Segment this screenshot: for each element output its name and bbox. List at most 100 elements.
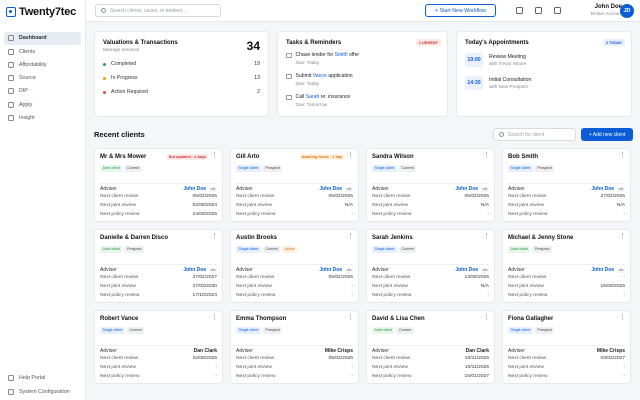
more-options-icon[interactable]: ⋮ [619,233,626,240]
task-client-link[interactable]: Smith [334,52,348,58]
more-options-icon[interactable]: ⋮ [483,152,490,159]
client-card[interactable]: Robert Vance ⋮ Single client Current Adviser… [94,310,223,384]
adviser-name[interactable]: John Doe [183,267,207,273]
client-chip: Single client [236,165,261,172]
task-item[interactable]: Submit Vance application Due: Today [286,73,353,86]
review-value: 02/08/2024 [192,203,217,208]
adviser-row: Adviser Mike Crisps [236,345,353,354]
review-row: Next client review 10/11/2026 [372,356,489,361]
more-options-icon[interactable]: ⋮ [619,152,626,159]
logo[interactable]: Twenty7tec [6,6,76,18]
more-options-icon[interactable]: ⋮ [347,314,354,321]
add-client-button[interactable]: + Add new client [581,128,633,141]
global-search-input[interactable]: Search clients, cases, or lenders... [95,4,221,17]
adviser-name[interactable]: John Doe [319,267,343,273]
client-card[interactable]: Sarah Jenkins ⋮ Single client Current Advise… [366,229,495,303]
adviser-label: Adviser [100,348,117,354]
sidebar-item-clients[interactable]: Clients [4,45,81,58]
client-chip: Single client [508,327,533,334]
adviser-name[interactable]: John Doe [591,186,615,192]
client-chips: Single client Prospect [236,165,283,172]
more-options-icon[interactable]: ⋮ [211,314,218,321]
valuation-row[interactable]: Action Required 2 [103,89,260,95]
client-chip: Joint client [100,246,123,253]
sidebar-item-bottom-1[interactable]: System Configuration [4,385,81,398]
task-text-pre: Call [295,94,306,100]
client-name[interactable]: David & Lisa Chen [372,316,425,322]
client-name[interactable]: Danielle & Darren Disco [100,235,169,241]
start-workflow-button[interactable]: + Start New Workflow [425,4,496,17]
task-checkbox[interactable] [286,94,292,100]
adviser-name[interactable]: John Doe [183,186,207,192]
sidebar-item-apply[interactable]: Apply [4,98,81,111]
client-name[interactable]: Gill Arto [236,154,260,160]
more-options-icon[interactable]: ⋮ [483,314,490,321]
client-name[interactable]: Robert Vance [100,316,139,322]
sidebar-nav: Dashboard Clients Affordability Source DIP Ap… [4,32,81,125]
client-name[interactable]: Bob Smith [508,154,538,160]
client-card[interactable]: Gill Arto ⋮ Awaiting forms · 1 day Single c… [230,148,359,222]
task-client-link[interactable]: Sarah [305,94,320,100]
adviser-name: Mike Crisps [324,348,353,354]
appointment-item[interactable]: 14:30 Initial Consultation with New Prospe… [465,76,623,90]
adviser-name[interactable]: John Doe [455,186,479,192]
valuation-row[interactable]: Completed 19 [103,61,260,67]
calendar-icon[interactable] [554,7,561,14]
more-options-icon[interactable]: ⋮ [619,314,626,321]
client-card[interactable]: Sandra Wilson ⋮ Single client Current Advise… [366,148,495,222]
client-chip: Prospect [534,327,555,334]
client-name[interactable]: Sandra Wilson [372,154,414,160]
client-card[interactable]: Mr & Mrs Mower ⋮ Not updated · 2 days Joint… [94,148,223,222]
adviser-name[interactable]: John Doe [455,267,479,273]
client-name[interactable]: Austin Brooks [236,235,278,241]
task-client-link[interactable]: Vance [312,73,327,79]
client-name[interactable]: Sarah Jenkins [372,235,413,241]
more-options-icon[interactable]: ⋮ [483,233,490,240]
task-item[interactable]: Chase lender for Smith offer Due: Today [286,52,359,65]
sidebar-item-dashboard[interactable]: Dashboard [4,32,81,45]
user-menu[interactable]: John Doe Broker Account [582,4,622,16]
client-name[interactable]: Emma Thompson [236,316,287,322]
client-card[interactable]: Michael & Jenny Stone ⋮ Joint client Prospe… [502,229,631,303]
review-value: N/A [344,203,353,208]
appointment-item[interactable]: 10:00 Review Meeting with Trevor Moore [465,53,623,67]
adviser-label: Adviser [508,348,525,354]
task-item[interactable]: Call Sarah re: insurance Due: Tomorrow [286,94,350,107]
sidebar-item-source[interactable]: Source [4,72,81,85]
client-chip: Single client [372,165,397,172]
review-label: Next client review [372,356,411,361]
valuation-row[interactable]: In Progress 13 [103,75,260,81]
client-card[interactable]: David & Lisa Chen ⋮ Joint client Current Adv… [366,310,495,384]
valuation-count: 2 [257,89,260,95]
client-name[interactable]: Michael & Jenny Stone [508,235,574,241]
mail-icon[interactable] [535,7,542,14]
more-options-icon[interactable]: ⋮ [211,152,218,159]
search-icon [101,8,106,13]
task-checkbox[interactable] [286,73,292,79]
avatar[interactable]: JD [620,4,634,18]
sidebar-item-bottom-0[interactable]: Help Portal [4,372,81,385]
client-card[interactable]: Emma Thompson ⋮ Single client Prospect Advis… [230,310,359,384]
client-card[interactable]: Danielle & Darren Disco ⋮ Joint client Pros… [94,229,223,303]
client-card[interactable]: Fiona Gallagher ⋮ Single client Prospect Adv… [502,310,631,384]
help-icon[interactable] [516,7,523,14]
client-search-input[interactable]: Search for client [493,128,576,141]
client-chip: Single client [372,246,397,253]
sidebar-item-affordability[interactable]: Affordability [4,59,81,72]
task-checkbox[interactable] [286,52,292,58]
more-options-icon[interactable]: ⋮ [347,152,354,159]
review-value: 13/06/2026 [464,275,489,280]
client-name[interactable]: Mr & Mrs Mower [100,154,147,160]
more-options-icon[interactable]: ⋮ [211,233,218,240]
adviser-name[interactable]: John Doe [319,186,343,192]
client-card[interactable]: Bob Smith ⋮ Single client Prospect Adviser Jo… [502,148,631,222]
task-due: Due: Tomorrow [295,101,328,107]
client-name[interactable]: Fiona Gallagher [508,316,554,322]
review-value: 15/01/2027 [464,374,489,379]
sidebar-item-insight[interactable]: Insight [4,112,81,125]
client-chips: Joint client Prospect [100,246,144,253]
more-options-icon[interactable]: ⋮ [347,233,354,240]
sidebar-item-dip[interactable]: DIP [4,85,81,98]
client-card[interactable]: Austin Brooks ⋮ Single client Current Active… [230,229,359,303]
adviser-name[interactable]: John Doe [591,267,615,273]
